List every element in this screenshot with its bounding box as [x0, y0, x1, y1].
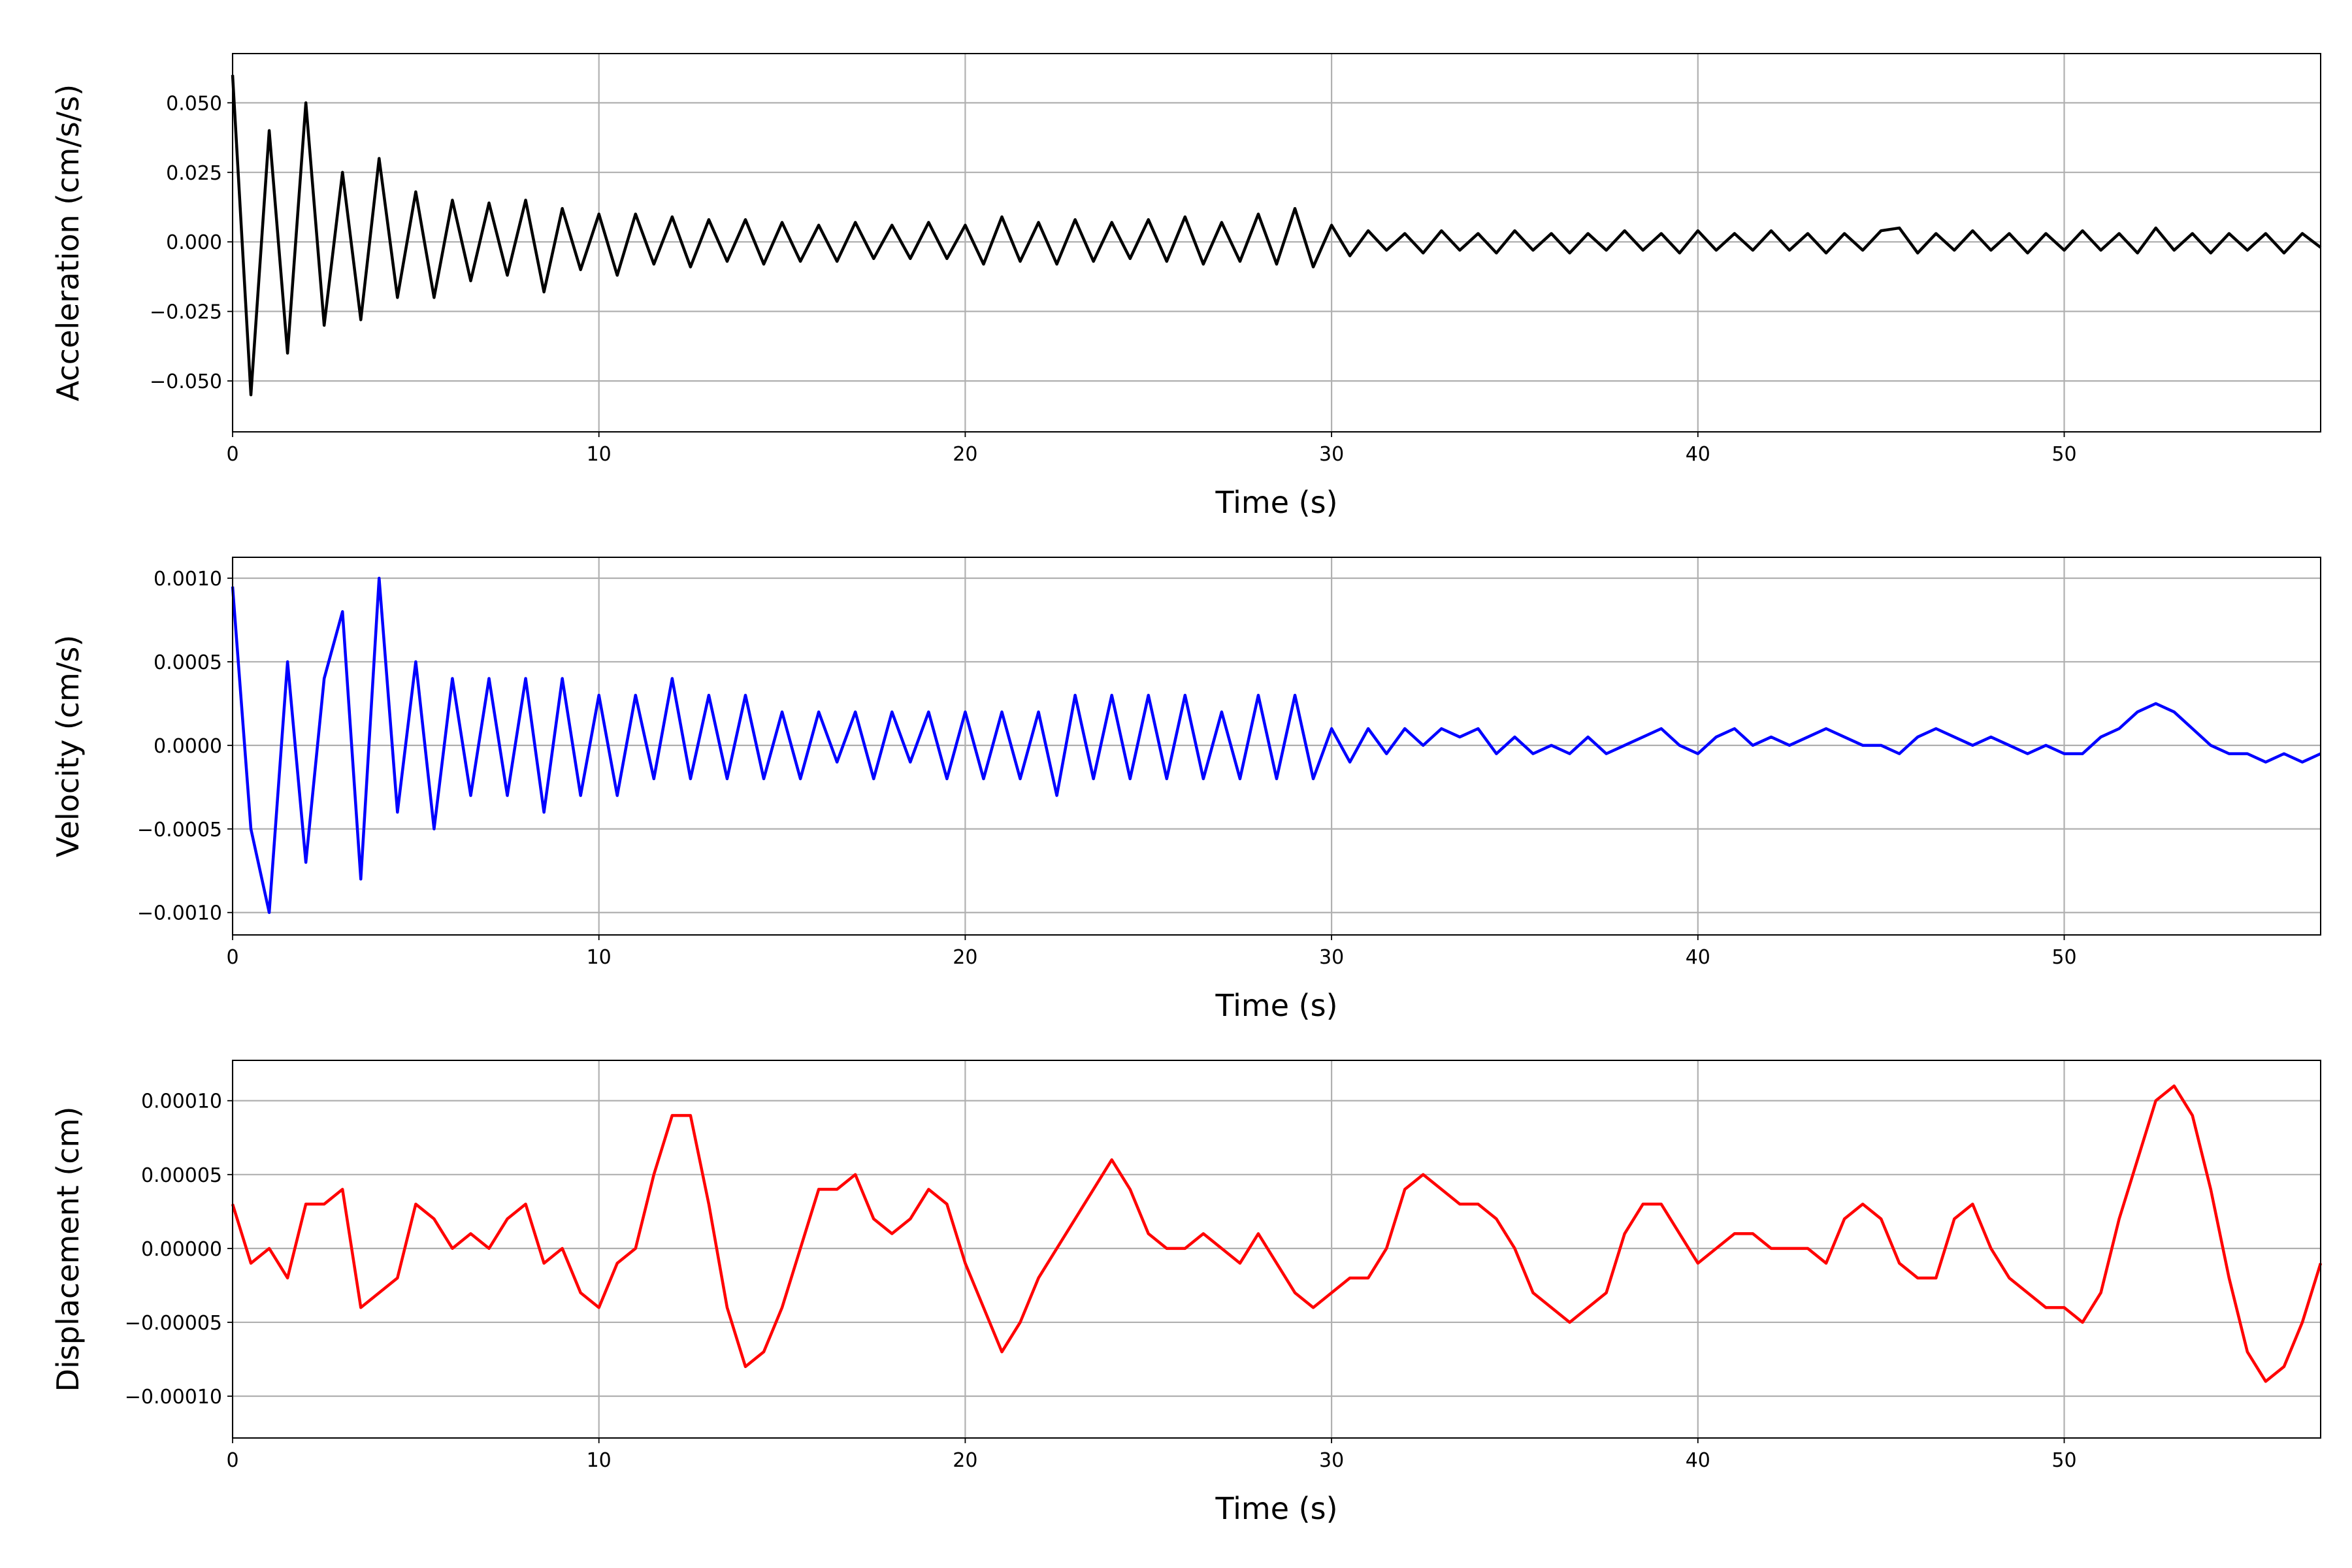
y-tick-label: 0.00005 [141, 1164, 222, 1187]
subplot: 0 10 20 30 40 50 −0.0010 −0.0005 0.0000 0.0005 0.0… [50, 557, 2321, 1023]
x-tick-label: 20 [953, 1449, 977, 1472]
y-tick-label: 0.00010 [141, 1090, 222, 1113]
plot-frame [232, 53, 2321, 433]
y-tick-label: 0.0010 [154, 568, 222, 591]
x-tick-label: 20 [953, 443, 977, 466]
y-axis-label: Displacement (cm) [50, 1107, 86, 1392]
y-tick-label: 0.025 [166, 162, 222, 185]
data-line [231, 74, 2322, 397]
x-tick-label: 20 [953, 946, 977, 969]
x-tick-label: 0 [226, 443, 238, 466]
subplot: 0 10 20 30 40 50 −0.00010 −0.00005 0.00000 0.0000… [50, 1060, 2323, 1526]
y-tick-label: −0.025 [150, 301, 222, 324]
x-tick-label: 50 [2051, 946, 2076, 969]
data-line [231, 1084, 2323, 1383]
y-tick-label: 0.000 [166, 231, 222, 254]
plot-frame [232, 1060, 2321, 1439]
y-axis-label: Velocity (cm/s) [50, 635, 86, 858]
data-line [231, 576, 2321, 914]
x-tick-label: 30 [1319, 946, 1344, 969]
x-tick-label: 10 [587, 946, 612, 969]
x-tick-label: 40 [1686, 1449, 1710, 1472]
subplot: 0 10 20 30 40 50 −0.050 −0.025 0.000 0.025 0.050 Ti… [50, 53, 2322, 520]
x-tick-label: 50 [2051, 1449, 2076, 1472]
y-tick-label: −0.00010 [125, 1386, 222, 1409]
x-tick-label: 30 [1319, 1449, 1344, 1472]
x-tick-label: 50 [2051, 443, 2076, 466]
y-tick-label: −0.0010 [137, 902, 222, 925]
x-axis-label: Time (s) [1215, 1491, 1337, 1526]
x-tick-label: 10 [587, 1449, 612, 1472]
x-tick-label: 0 [226, 946, 238, 969]
x-axis-label: Time (s) [1215, 485, 1337, 520]
y-tick-label: 0.050 [166, 92, 222, 115]
y-tick-label: −0.050 [150, 370, 222, 393]
x-tick-label: 40 [1686, 443, 1710, 466]
y-tick-label: 0.00000 [141, 1238, 222, 1261]
y-axis-label: Acceleration (cm/s/s) [50, 84, 86, 401]
plot-frame [232, 557, 2321, 936]
y-tick-label: −0.0005 [137, 819, 222, 841]
y-tick-label: −0.00005 [125, 1312, 222, 1335]
y-tick-label: 0.0005 [154, 651, 222, 674]
y-tick-label: 0.0000 [154, 735, 222, 758]
x-axis-label: Time (s) [1215, 988, 1337, 1023]
x-tick-label: 40 [1686, 946, 1710, 969]
x-tick-label: 30 [1319, 443, 1344, 466]
x-tick-label: 0 [226, 1449, 238, 1472]
x-tick-label: 10 [587, 443, 612, 466]
